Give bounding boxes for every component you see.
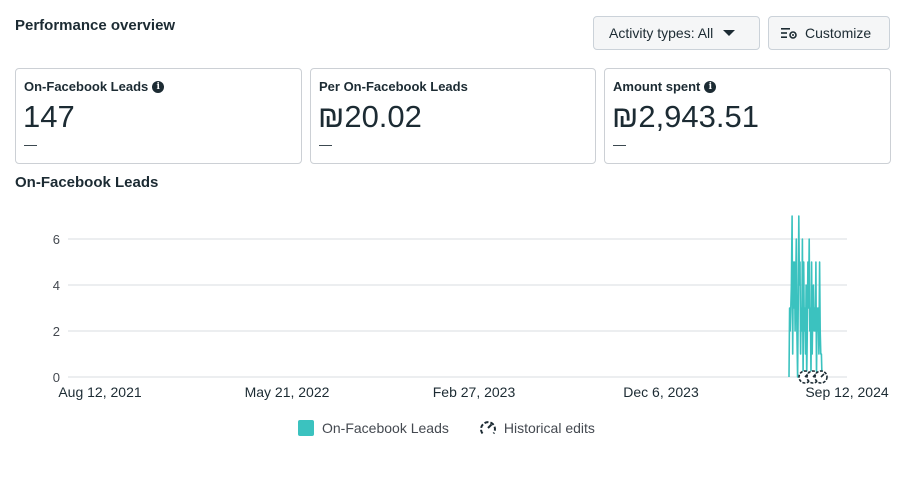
leads-line-chart: 0 2 4 6 Aug 12, 2021 May 21, 2022 Feb 27, 2023… <box>53 215 889 400</box>
historical-edits-icon <box>479 421 496 435</box>
x-tick-label: Sep 12, 2024 <box>805 384 889 400</box>
metric-label: Amount spent <box>613 79 701 94</box>
info-icon[interactable]: i <box>152 80 165 93</box>
legend-swatch <box>298 420 314 436</box>
metric-label: On-Facebook Leads <box>24 79 149 94</box>
metric-delta: — <box>613 137 626 152</box>
legend-label: On-Facebook Leads <box>322 420 449 436</box>
activity-types-dropdown[interactable]: Activity types: All <box>593 16 760 50</box>
customize-button[interactable]: Customize <box>768 16 890 50</box>
legend-label: Historical edits <box>503 420 595 436</box>
customize-icon <box>781 28 797 39</box>
info-icon[interactable]: i <box>704 80 717 93</box>
metric-value: ₪20.02 <box>318 99 422 134</box>
y-tick-label: 4 <box>53 278 60 293</box>
x-tick-label: Feb 27, 2023 <box>433 384 516 400</box>
metric-value: ₪2,943.51 <box>612 99 759 134</box>
historical-edit-marker <box>814 370 828 384</box>
metric-value: 147 <box>23 99 75 134</box>
chart-title: On-Facebook Leads <box>15 174 159 191</box>
metric-label: Per On-Facebook Leads <box>319 79 468 94</box>
legend-item-historical-edits[interactable]: Historical edits <box>479 419 595 437</box>
metric-card-amount-spent: Amount spent i ₪2,943.51 — <box>604 68 891 164</box>
y-tick-label: 6 <box>53 232 60 247</box>
series-line-on-facebook-leads <box>788 215 823 378</box>
customize-label: Customize <box>805 25 872 41</box>
metric-delta: — <box>319 137 332 152</box>
metric-card-cost-per-lead: Per On-Facebook Leads ₪20.02 — <box>310 68 596 164</box>
metric-delta: — <box>24 137 37 152</box>
y-tick-label: 0 <box>53 370 60 385</box>
caret-down-icon <box>723 30 736 36</box>
activity-types-label: Activity types: All <box>609 25 714 41</box>
y-tick-label: 2 <box>53 324 60 339</box>
chart-legend: On-Facebook Leads Historical edits <box>298 419 595 437</box>
page-title: Performance overview <box>15 17 176 34</box>
x-tick-label: Dec 6, 2023 <box>623 384 699 400</box>
x-tick-label: Aug 12, 2021 <box>58 384 142 400</box>
x-tick-label: May 21, 2022 <box>245 384 330 400</box>
metric-card-leads: On-Facebook Leads i 147 — <box>15 68 302 164</box>
legend-item-leads[interactable]: On-Facebook Leads <box>298 420 449 436</box>
